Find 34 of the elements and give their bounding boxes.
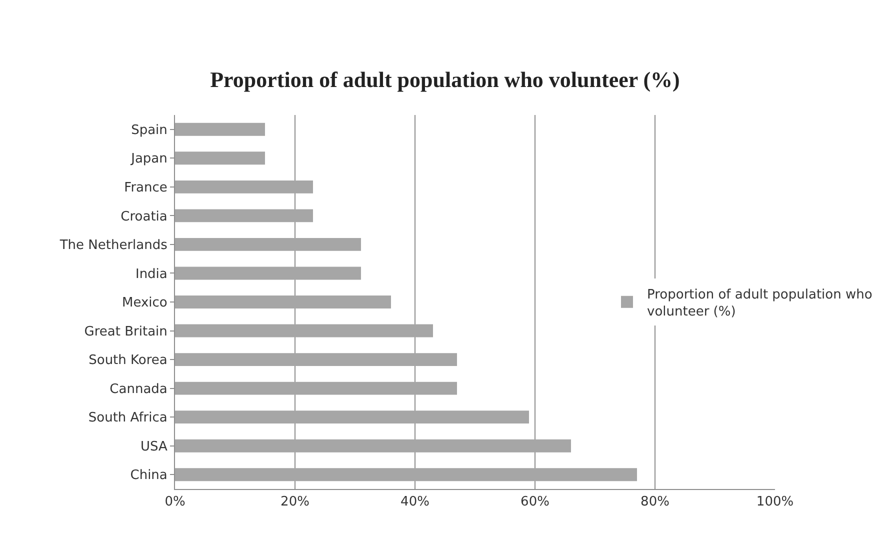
bar — [175, 468, 637, 482]
bar — [175, 296, 391, 308]
x-tick-label: 80% — [640, 494, 670, 510]
x-tick-label: 60% — [520, 494, 550, 510]
bar — [175, 353, 457, 366]
y-tick-label: India — [135, 266, 168, 282]
legend-label: Proportion of adult population who volunteer (%) — [647, 288, 872, 320]
y-tick-label: France — [124, 180, 168, 196]
bar — [175, 382, 457, 395]
bar — [175, 152, 265, 165]
y-tick-label: Spain — [131, 122, 168, 138]
bar — [175, 324, 433, 338]
x-tick-label: 20% — [280, 494, 310, 510]
y-tick-label: Croatia — [120, 209, 168, 224]
bar — [175, 439, 571, 452]
y-tick-label: China — [130, 468, 168, 484]
bar — [175, 238, 361, 251]
y-tick-label: South Africa — [88, 410, 168, 426]
chart-title: Proportion of adult population who volunteer (%) — [210, 66, 680, 92]
x-tick-label: 40% — [400, 494, 430, 510]
y-tick-label: The Netherlands — [58, 238, 168, 254]
y-tick-label: Great Britain — [84, 324, 168, 340]
y-tick-label: South Korea — [88, 353, 168, 368]
bar — [175, 410, 529, 424]
x-tick-label: 0% — [164, 494, 186, 510]
x-tick-label: 100% — [756, 494, 794, 510]
bar — [175, 209, 313, 222]
bar — [175, 180, 313, 194]
bar — [175, 266, 361, 280]
y-tick-label: Japan — [130, 152, 168, 167]
y-tick-label: USA — [140, 439, 168, 454]
y-tick-label: Cannada — [110, 382, 168, 397]
bar — [175, 122, 265, 136]
y-tick-label: Mexico — [122, 296, 168, 311]
